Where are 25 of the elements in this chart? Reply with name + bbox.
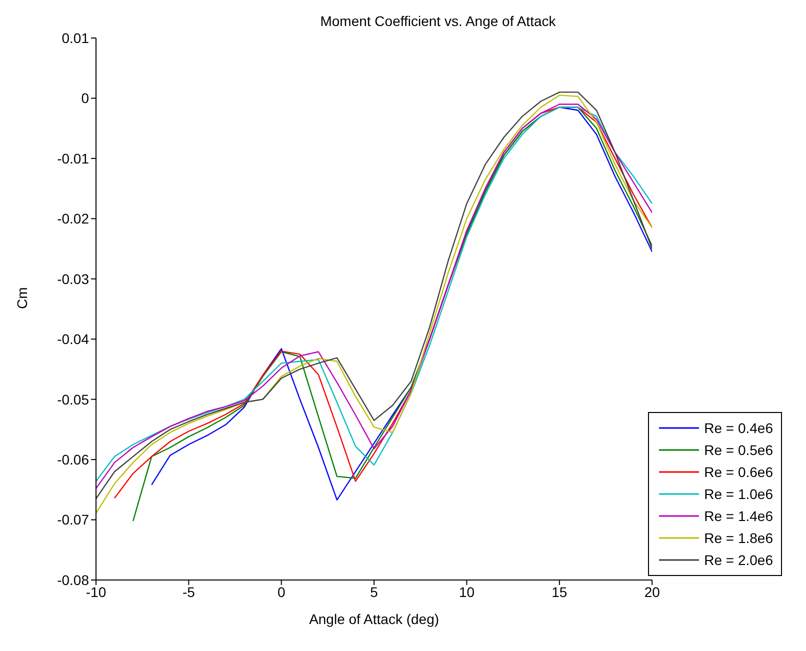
x-tick-label: -5 bbox=[182, 584, 196, 600]
y-tick-label: 0 bbox=[81, 90, 90, 106]
x-tick-label: 5 bbox=[370, 584, 378, 600]
legend-label: Re = 1.4e6 bbox=[704, 508, 773, 524]
legend-label: Re = 1.8e6 bbox=[704, 530, 773, 546]
legend-label: Re = 0.4e6 bbox=[704, 420, 773, 436]
x-axis-title: Angle of Attack (deg) bbox=[309, 611, 440, 627]
legend-label: Re = 2.0e6 bbox=[704, 552, 773, 568]
legend-label: Re = 0.6e6 bbox=[704, 464, 773, 480]
y-axis-title: Cm bbox=[14, 287, 30, 309]
y-tick-label: -0.05 bbox=[57, 391, 90, 408]
y-tick-label: -0.04 bbox=[57, 331, 90, 348]
y-tick-label: -0.06 bbox=[57, 452, 90, 468]
y-tick-label: -0.07 bbox=[57, 512, 90, 528]
y-tick-label: -0.03 bbox=[57, 270, 90, 287]
x-tick-label: 20 bbox=[644, 584, 660, 600]
y-tick-label: -0.02 bbox=[57, 210, 90, 227]
y-tick-label: -0.01 bbox=[57, 150, 90, 166]
x-tick-label: 15 bbox=[552, 584, 568, 600]
x-tick-label: 0 bbox=[277, 584, 286, 600]
chart-title: Moment Coefficient vs. Ange of Attack bbox=[320, 13, 557, 29]
y-tick-label: 0.01 bbox=[62, 30, 90, 46]
legend-label: Re = 0.5e6 bbox=[704, 442, 773, 458]
x-tick-label: 10 bbox=[458, 584, 475, 600]
legend-label: Re = 1.0e6 bbox=[704, 486, 773, 502]
